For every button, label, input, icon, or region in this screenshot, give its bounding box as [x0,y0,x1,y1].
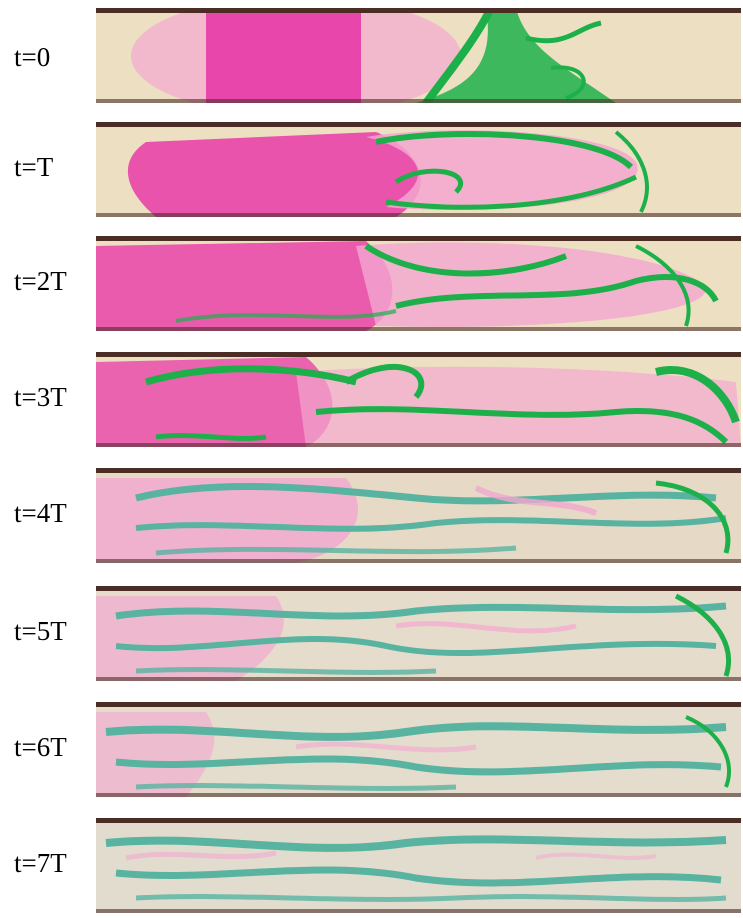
dye-strip [96,122,741,217]
dye-strip [96,352,741,447]
frame-label: t=3T [14,382,67,412]
dye-strip [96,468,741,563]
dye-strip [96,818,741,913]
frame-row-3: t=3T [0,352,743,452]
frame-label: t=7T [14,848,67,878]
frame-row-1: t=T [0,122,743,222]
frame-label: t=4T [14,498,67,528]
frame-label: t=0 [14,42,51,72]
frame-label: t=5T [14,616,67,646]
frame-row-2: t=2T [0,236,743,336]
frame-label: t=T [14,152,54,182]
frame-row-4: t=4T [0,468,743,568]
frame-row-6: t=6T [0,702,743,802]
frame-label: t=6T [14,732,67,762]
frame-row-7: t=7T [0,818,743,918]
dye-strip [96,236,741,331]
dye-strip [96,586,741,681]
frame-row-5: t=5T [0,586,743,686]
dye-strip [96,702,741,797]
dye-strip [96,8,741,103]
frame-label: t=2T [14,266,67,296]
frame-row-0: t=0 [0,8,743,108]
